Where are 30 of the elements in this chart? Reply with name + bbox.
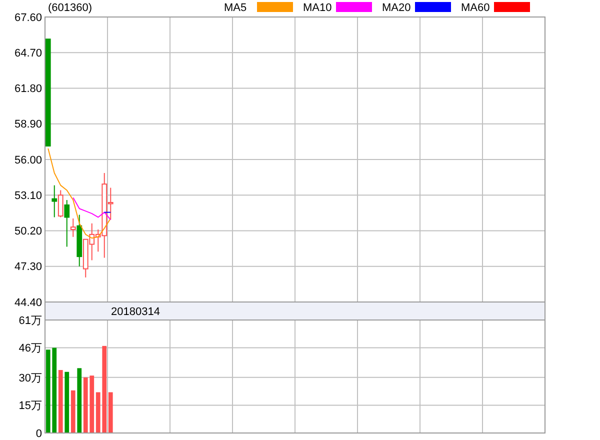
y-tick-label: 30万: [18, 372, 42, 384]
chart-title: (601360): [48, 2, 92, 14]
line-series: [72, 197, 112, 220]
y-tick-label: 61万: [18, 314, 42, 327]
y-tick-label: 50.20: [14, 226, 42, 238]
bar: [77, 368, 82, 433]
y-tick-label: 15万: [18, 400, 42, 412]
bar: [70, 390, 76, 433]
legend-label: MA5: [224, 2, 247, 14]
y-tick-label: 61.80: [14, 83, 42, 96]
candlestick: [52, 184, 58, 218]
bar: [58, 370, 63, 433]
legend-label: MA10: [303, 2, 332, 14]
y-tick-label: 44.40: [14, 296, 42, 309]
y-tick-label: 0: [36, 428, 42, 440]
legend-label: MA60: [461, 2, 490, 14]
bar: [108, 392, 113, 433]
y-tick-label: 67.60: [14, 12, 42, 24]
candlestick: [70, 218, 76, 238]
y-tick-label: 53.10: [14, 190, 42, 202]
candlestick: [64, 200, 70, 248]
y-tick-label: 56.00: [14, 154, 42, 166]
y-tick-label: 64.70: [14, 47, 42, 60]
candlestick: [76, 214, 82, 267]
y-tick-label: 47.30: [14, 261, 42, 274]
legend-label: MA20: [382, 2, 411, 14]
text: 20180314: [111, 306, 160, 318]
y-tick-label: 46万: [18, 342, 42, 355]
bar: [64, 372, 70, 433]
y-tick-label: 58.90: [14, 118, 42, 131]
